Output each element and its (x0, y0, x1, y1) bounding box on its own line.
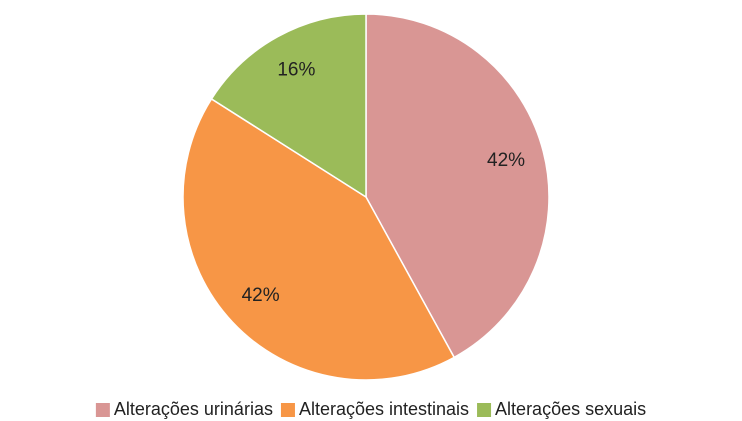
legend-swatch (95, 403, 110, 417)
data-label: 42% (487, 150, 525, 171)
legend-swatch (280, 403, 295, 417)
pie-slice (210, 13, 367, 199)
legend-label: Alterações urinárias (114, 399, 273, 419)
data-label: 42% (242, 285, 280, 306)
pie-slice (365, 13, 550, 359)
legend-label: Alterações intestinais (299, 399, 469, 419)
pie-slice (182, 97, 456, 381)
legend-label: Alterações sexuais (495, 399, 646, 419)
legend-swatch (477, 403, 492, 417)
data-label: 16% (277, 59, 315, 80)
